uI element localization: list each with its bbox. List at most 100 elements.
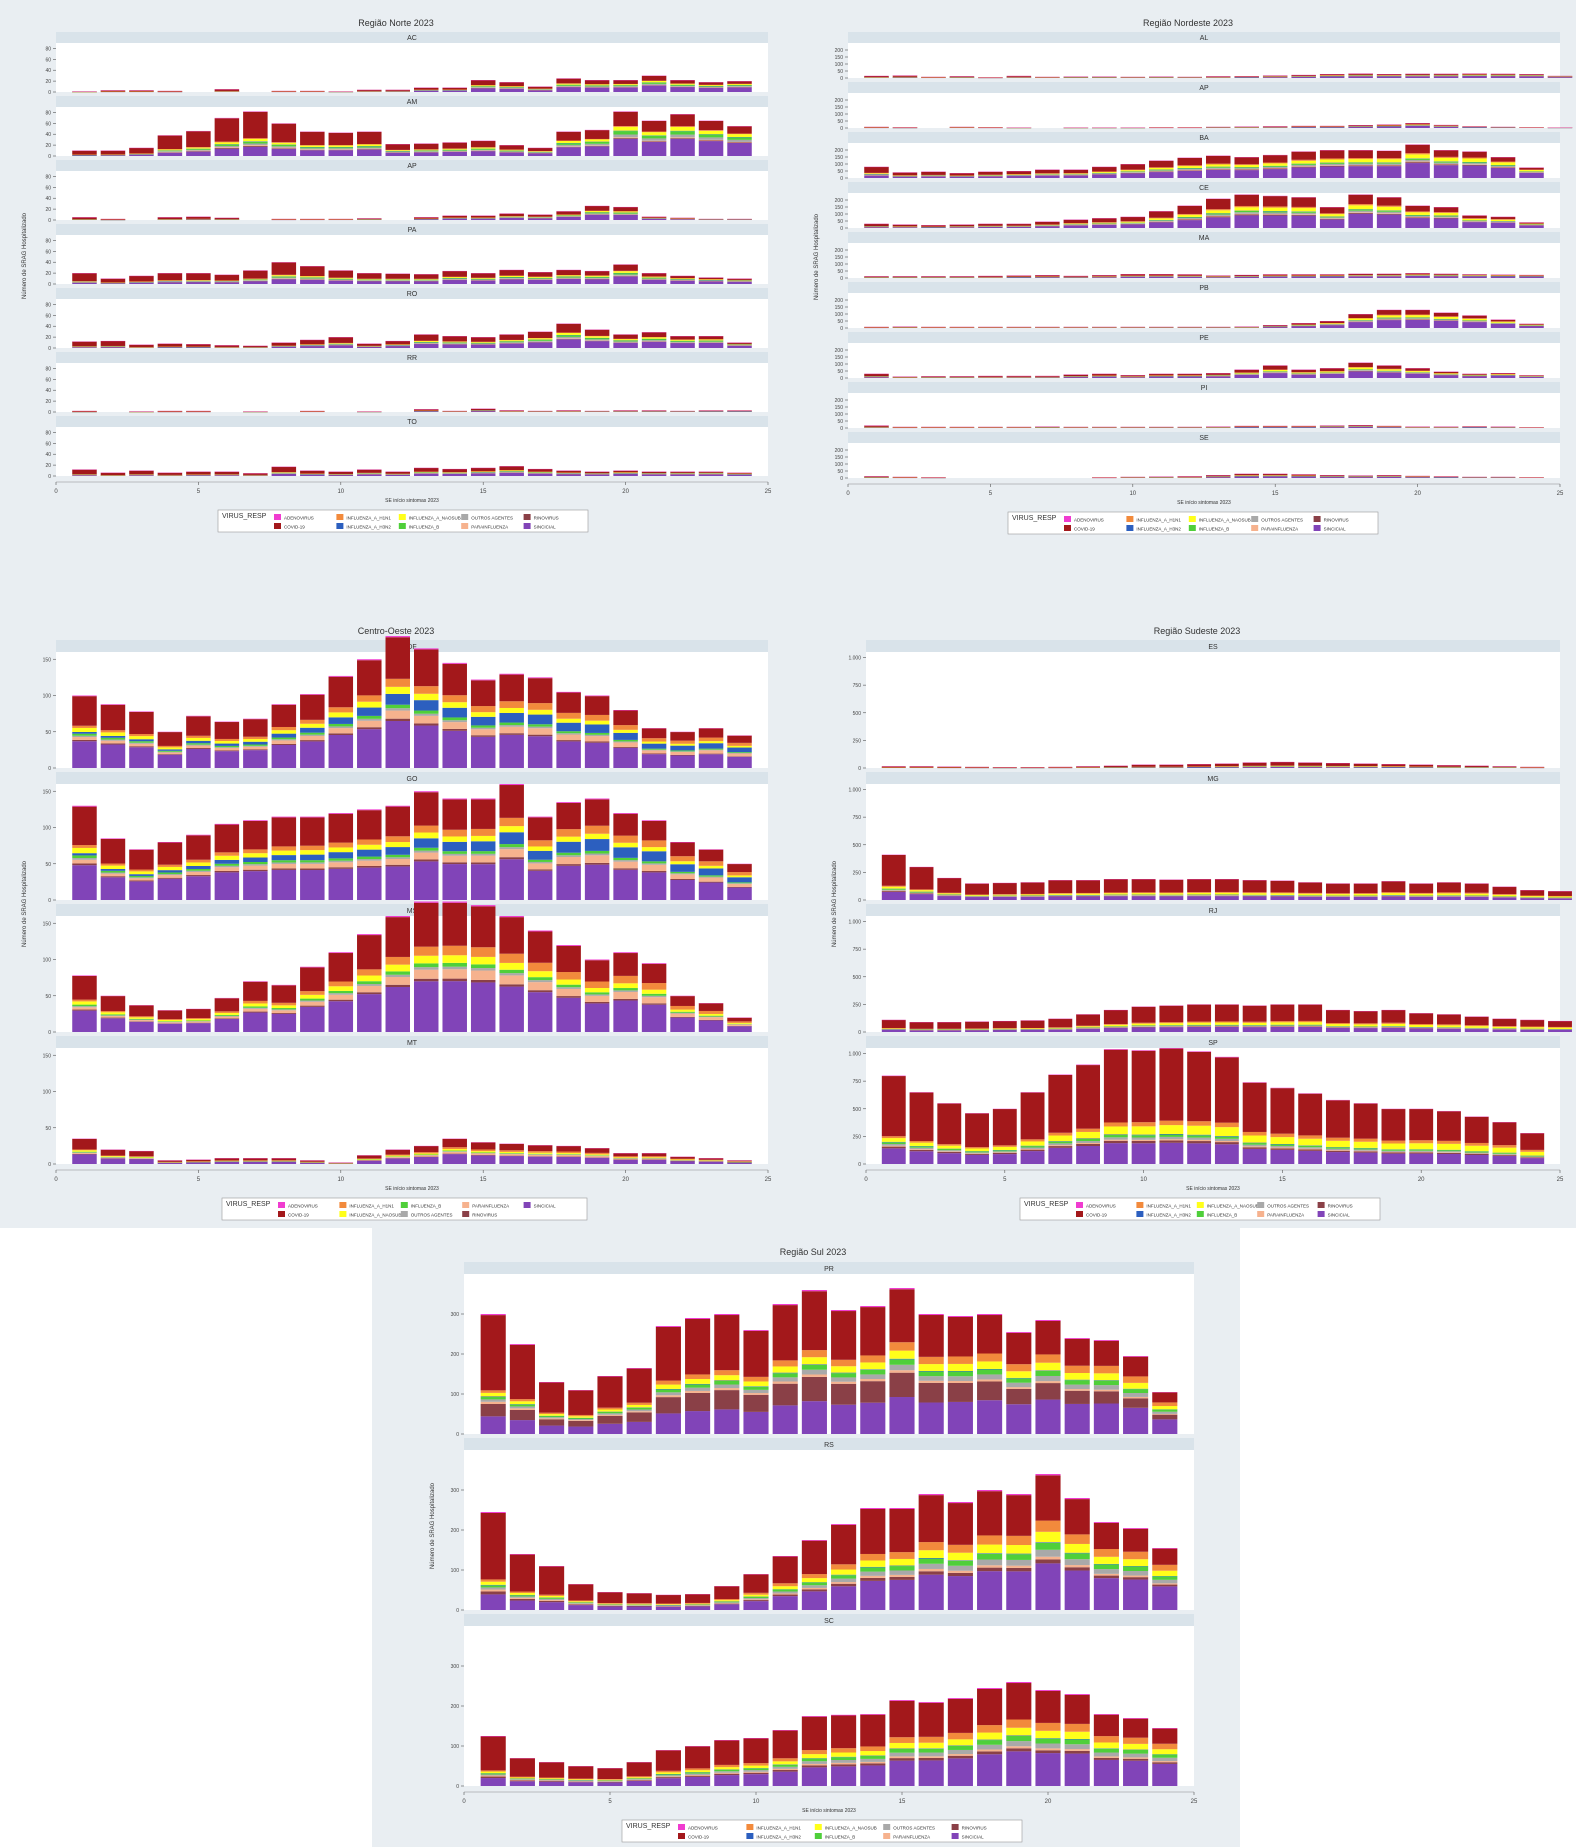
bar-segment bbox=[271, 704, 297, 705]
bar-segment bbox=[1149, 218, 1174, 220]
bar-segment bbox=[1291, 214, 1316, 216]
bar-segment bbox=[129, 711, 154, 712]
bar-segment bbox=[1348, 73, 1373, 75]
bar-segment bbox=[1519, 225, 1544, 228]
bar-segment bbox=[670, 751, 695, 752]
bar-segment bbox=[300, 727, 325, 733]
bar-segment bbox=[157, 149, 183, 151]
bar-segment bbox=[613, 835, 638, 843]
bar-segment bbox=[1348, 205, 1373, 210]
bar-segment bbox=[300, 734, 325, 736]
y-tick-label: 0 bbox=[48, 1162, 51, 1168]
bar-segment bbox=[527, 931, 553, 963]
bar-segment bbox=[328, 723, 354, 727]
bar-segment bbox=[129, 1158, 154, 1159]
bar-segment bbox=[157, 745, 183, 748]
bar-segment bbox=[129, 1005, 154, 1017]
bar-segment bbox=[556, 855, 581, 857]
bar-segment bbox=[727, 85, 752, 87]
bar-segment bbox=[499, 984, 524, 987]
bar-segment bbox=[641, 273, 667, 277]
bar-segment bbox=[641, 337, 667, 339]
facet-label: ES bbox=[1208, 644, 1218, 651]
bar-segment bbox=[698, 1015, 724, 1017]
bar-segment bbox=[1205, 476, 1231, 478]
bar-segment bbox=[271, 1005, 297, 1009]
bar-segment bbox=[556, 1153, 581, 1155]
bar-segment bbox=[698, 277, 724, 280]
bar-segment bbox=[214, 1016, 240, 1019]
bar-segment bbox=[1262, 206, 1288, 208]
bar-segment bbox=[613, 729, 638, 733]
bar-segment bbox=[385, 866, 411, 900]
bar-segment bbox=[499, 217, 524, 220]
bar-segment bbox=[385, 854, 411, 858]
bar-segment bbox=[214, 872, 240, 900]
bar-segment bbox=[470, 864, 496, 900]
legend-label: ADENOVIRUS bbox=[1074, 518, 1104, 523]
bar-segment bbox=[157, 1023, 183, 1032]
chart-title: Centro-Oeste 2023 bbox=[358, 626, 435, 636]
bar-segment bbox=[1348, 367, 1373, 368]
bar-segment bbox=[243, 111, 268, 139]
bar-segment bbox=[864, 326, 889, 328]
bar-segment bbox=[442, 695, 467, 703]
bar-segment bbox=[328, 132, 354, 146]
bar-segment bbox=[129, 881, 154, 900]
bar-segment bbox=[413, 946, 439, 956]
bar-segment bbox=[584, 336, 610, 338]
bar-segment bbox=[584, 825, 610, 834]
bar-segment bbox=[556, 1156, 581, 1164]
bar-segment bbox=[613, 953, 638, 976]
y-tick-label: 40 bbox=[45, 324, 51, 330]
bar-segment bbox=[698, 87, 724, 92]
bar-segment bbox=[1490, 167, 1516, 168]
bar-segment bbox=[129, 849, 154, 870]
bar-segment bbox=[584, 720, 610, 725]
bar-segment bbox=[72, 805, 97, 807]
bar-segment bbox=[385, 346, 411, 348]
y-tick-label: 500 bbox=[853, 711, 862, 717]
x-tick-label: 0 bbox=[54, 1177, 58, 1183]
bar-segment bbox=[1063, 223, 1089, 225]
legend-label: INFLUENZA_A_NAOSUB bbox=[1199, 518, 1251, 523]
bar-segment bbox=[613, 991, 638, 999]
bar-segment bbox=[1006, 226, 1032, 228]
bar-segment bbox=[978, 176, 1003, 178]
bar-segment bbox=[328, 952, 354, 954]
bar-segment bbox=[1177, 274, 1203, 276]
facet-label: MS bbox=[407, 908, 418, 915]
bar-segment bbox=[641, 989, 667, 994]
bar-segment bbox=[670, 339, 695, 341]
bar-segment bbox=[72, 150, 97, 155]
bar-segment bbox=[1462, 158, 1487, 162]
bar-segment bbox=[698, 341, 724, 343]
bar-segment bbox=[698, 743, 724, 749]
bar-segment bbox=[357, 718, 382, 721]
bar-segment bbox=[727, 886, 752, 888]
bar-segment bbox=[499, 87, 524, 89]
legend-swatch bbox=[339, 1211, 347, 1217]
y-tick-label: 20 bbox=[45, 271, 51, 277]
bar-segment bbox=[214, 91, 240, 92]
bar-segment bbox=[186, 862, 211, 867]
bar-segment bbox=[328, 868, 354, 900]
bar-segment bbox=[1234, 274, 1259, 276]
bar-segment bbox=[385, 1149, 411, 1155]
bar-segment bbox=[243, 345, 268, 348]
bar-segment bbox=[921, 276, 946, 278]
bar-segment bbox=[1291, 197, 1316, 207]
bar-segment bbox=[1348, 425, 1373, 427]
bar-segment bbox=[328, 717, 354, 724]
bar-segment bbox=[385, 708, 411, 711]
bar-segment bbox=[129, 147, 154, 154]
bar-segment bbox=[442, 336, 467, 342]
bar-segment bbox=[186, 1018, 211, 1020]
bar-segment bbox=[72, 1150, 97, 1152]
bar-segment bbox=[328, 337, 354, 343]
bar-segment bbox=[727, 883, 752, 887]
bar-segment bbox=[100, 340, 126, 346]
bar-segment bbox=[157, 1162, 183, 1164]
bar-segment bbox=[499, 269, 524, 276]
facet-strip bbox=[848, 432, 1560, 443]
